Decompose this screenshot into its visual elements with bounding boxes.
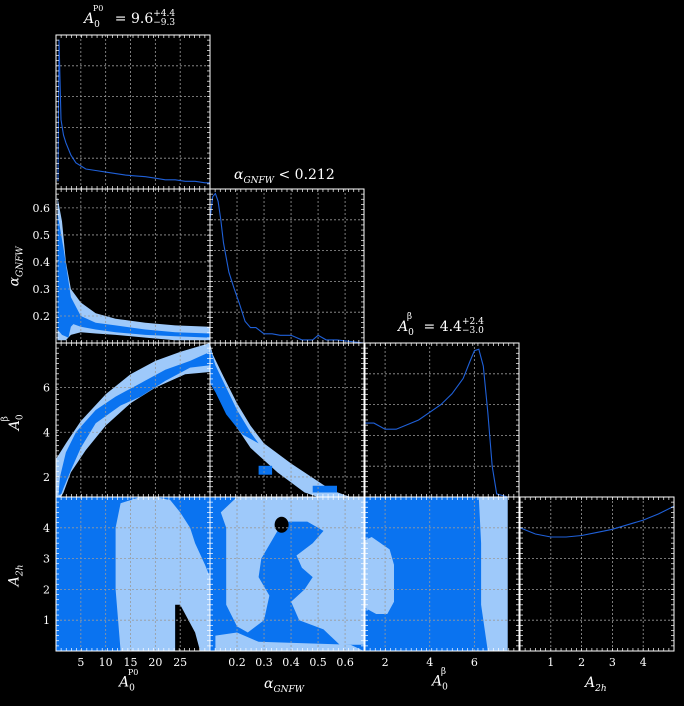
x-tick-label-beta: 6	[471, 656, 478, 669]
a2h_vs_p0-empty-region	[175, 604, 201, 651]
a2h_vs_beta-inner-region	[365, 497, 508, 651]
panel-frame	[364, 342, 520, 498]
alpha_vs_p0-inner-contour	[57, 213, 210, 338]
marginal-layer	[57, 39, 674, 538]
x-tick-label-alpha: 0.6	[336, 656, 354, 669]
ticks-layer: 5 10 15 20 25 0.2 0.3 0.4 0.5 0.6 2 4 6 1 2 3 4 0.2 0.3 0.4…	[33, 202, 647, 669]
beta_vs_p0-outer-contour	[56, 343, 210, 497]
y-tick-label-beta: 6	[43, 382, 50, 395]
beta_vs_p0-inner-contour	[58, 351, 210, 495]
marginal-p0	[57, 39, 210, 184]
y-tick-label-alpha: 0.4	[33, 256, 51, 269]
ylabel-alpha: αGNFW	[6, 246, 26, 287]
x-tick-label-alpha: 0.2	[228, 656, 246, 669]
x-tick-label-p0: 15	[124, 656, 138, 669]
xlabel-beta: A0β	[432, 667, 448, 693]
x-tick-label-a2h: 4	[640, 656, 647, 669]
beta_vs_alpha-inner-contour	[210, 347, 259, 444]
a2h_vs_alpha-hole	[274, 516, 289, 533]
ylabel-beta: A0β	[0, 414, 26, 431]
x-tick-label-a2h: 3	[609, 656, 616, 669]
marginal-alpha	[210, 192, 364, 343]
marginal-beta	[365, 348, 519, 497]
a2h_vs_alpha-outer-contour-lower	[215, 632, 364, 651]
y-tick-label-a2h: 1	[43, 614, 50, 627]
x-tick-label-alpha: 0.5	[309, 656, 327, 669]
x-tick-label-p0: 25	[173, 656, 187, 669]
x-tick-label-p0: 20	[148, 656, 162, 669]
beta_vs_alpha-inner-blob	[258, 465, 273, 475]
x-tick-label-a2h: 2	[578, 656, 585, 669]
x-tick-label-beta: 4	[426, 656, 433, 669]
a2h_vs_p0-outer-contour	[115, 497, 210, 651]
y-tick-label-a2h: 2	[43, 583, 50, 596]
title-beta: A0β = 4.4 +2.4 −3.0	[398, 312, 484, 338]
y-tick-label-a2h: 4	[43, 522, 50, 535]
y-tick-label-alpha: 0.3	[33, 283, 51, 296]
panel-frame	[55, 34, 211, 190]
title-p0: A0P0 = 9.6 +4.4 −9.3	[84, 4, 176, 30]
alpha_vs_p0-outer-contour	[57, 197, 210, 341]
axes-layer	[55, 34, 675, 652]
title-alpha: αGNFW < 0.212	[234, 167, 335, 186]
beta_vs_alpha-inner-blob	[312, 485, 337, 493]
y-tick-label-beta: 2	[43, 471, 50, 484]
marginal-a2h	[520, 505, 674, 538]
y-tick-label-a2h: 3	[43, 553, 50, 566]
x-tick-label-alpha: 0.3	[255, 656, 273, 669]
a2h_vs_beta-outer-contour	[365, 537, 394, 614]
x-tick-label-p0: 5	[77, 656, 84, 669]
x-tick-label-a2h: 1	[547, 656, 554, 669]
y-tick-label-beta: 4	[43, 426, 50, 439]
y-tick-label-alpha: 0.6	[33, 202, 51, 215]
ylabel-a2h: A2h	[6, 564, 26, 587]
x-tick-label-p0: 10	[99, 656, 113, 669]
x-tick-label-alpha: 0.4	[282, 656, 300, 669]
a2h_vs_beta-outer-contour-right	[478, 497, 508, 651]
panel-frame	[519, 496, 675, 652]
panel-frame	[209, 188, 365, 344]
x-tick-label-beta: 2	[382, 656, 389, 669]
xlabel-alpha: αGNFW	[264, 676, 305, 695]
y-tick-label-alpha: 0.2	[33, 310, 51, 323]
xlabel-a2h: A2h	[585, 675, 607, 694]
a2h_vs_beta-empty-region	[507, 497, 519, 651]
grid-layer	[56, 35, 674, 651]
a2h_vs_alpha-outer-contour	[220, 497, 364, 645]
y-tick-label-alpha: 0.5	[33, 229, 51, 242]
title-p0-sup: P0	[92, 4, 104, 14]
xlabel-p0: A0P0	[119, 668, 139, 694]
contour-layer	[56, 197, 519, 651]
